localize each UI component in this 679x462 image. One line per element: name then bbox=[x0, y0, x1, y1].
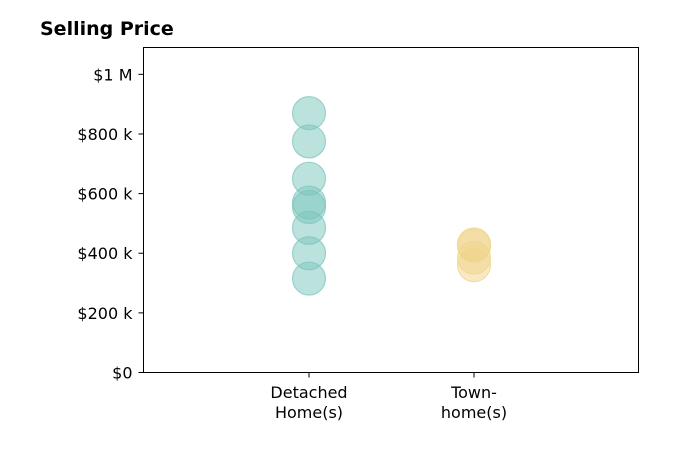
data-points bbox=[291, 95, 492, 296]
x-tick-label: Town- bbox=[450, 383, 497, 402]
y-tick-label: $800 k bbox=[77, 125, 133, 144]
data-point bbox=[291, 124, 327, 159]
y-tick-label: $1 M bbox=[93, 65, 132, 84]
x-tick-label: Home(s) bbox=[275, 403, 343, 422]
data-point bbox=[291, 261, 327, 296]
y-axis: $0 $200 k $400 k $600 k $800 k $1 M bbox=[77, 65, 144, 383]
y-tick-label: $200 k bbox=[77, 304, 133, 323]
x-tick-label: Detached bbox=[270, 383, 347, 402]
x-tick-label: home(s) bbox=[441, 403, 507, 422]
plot-area-frame bbox=[143, 47, 639, 373]
y-tick-label: $400 k bbox=[77, 244, 133, 263]
y-tick-label: $600 k bbox=[77, 185, 133, 204]
chart-title: Selling Price bbox=[40, 18, 174, 40]
data-point bbox=[456, 248, 492, 283]
y-tick-label: $0 bbox=[112, 364, 132, 383]
